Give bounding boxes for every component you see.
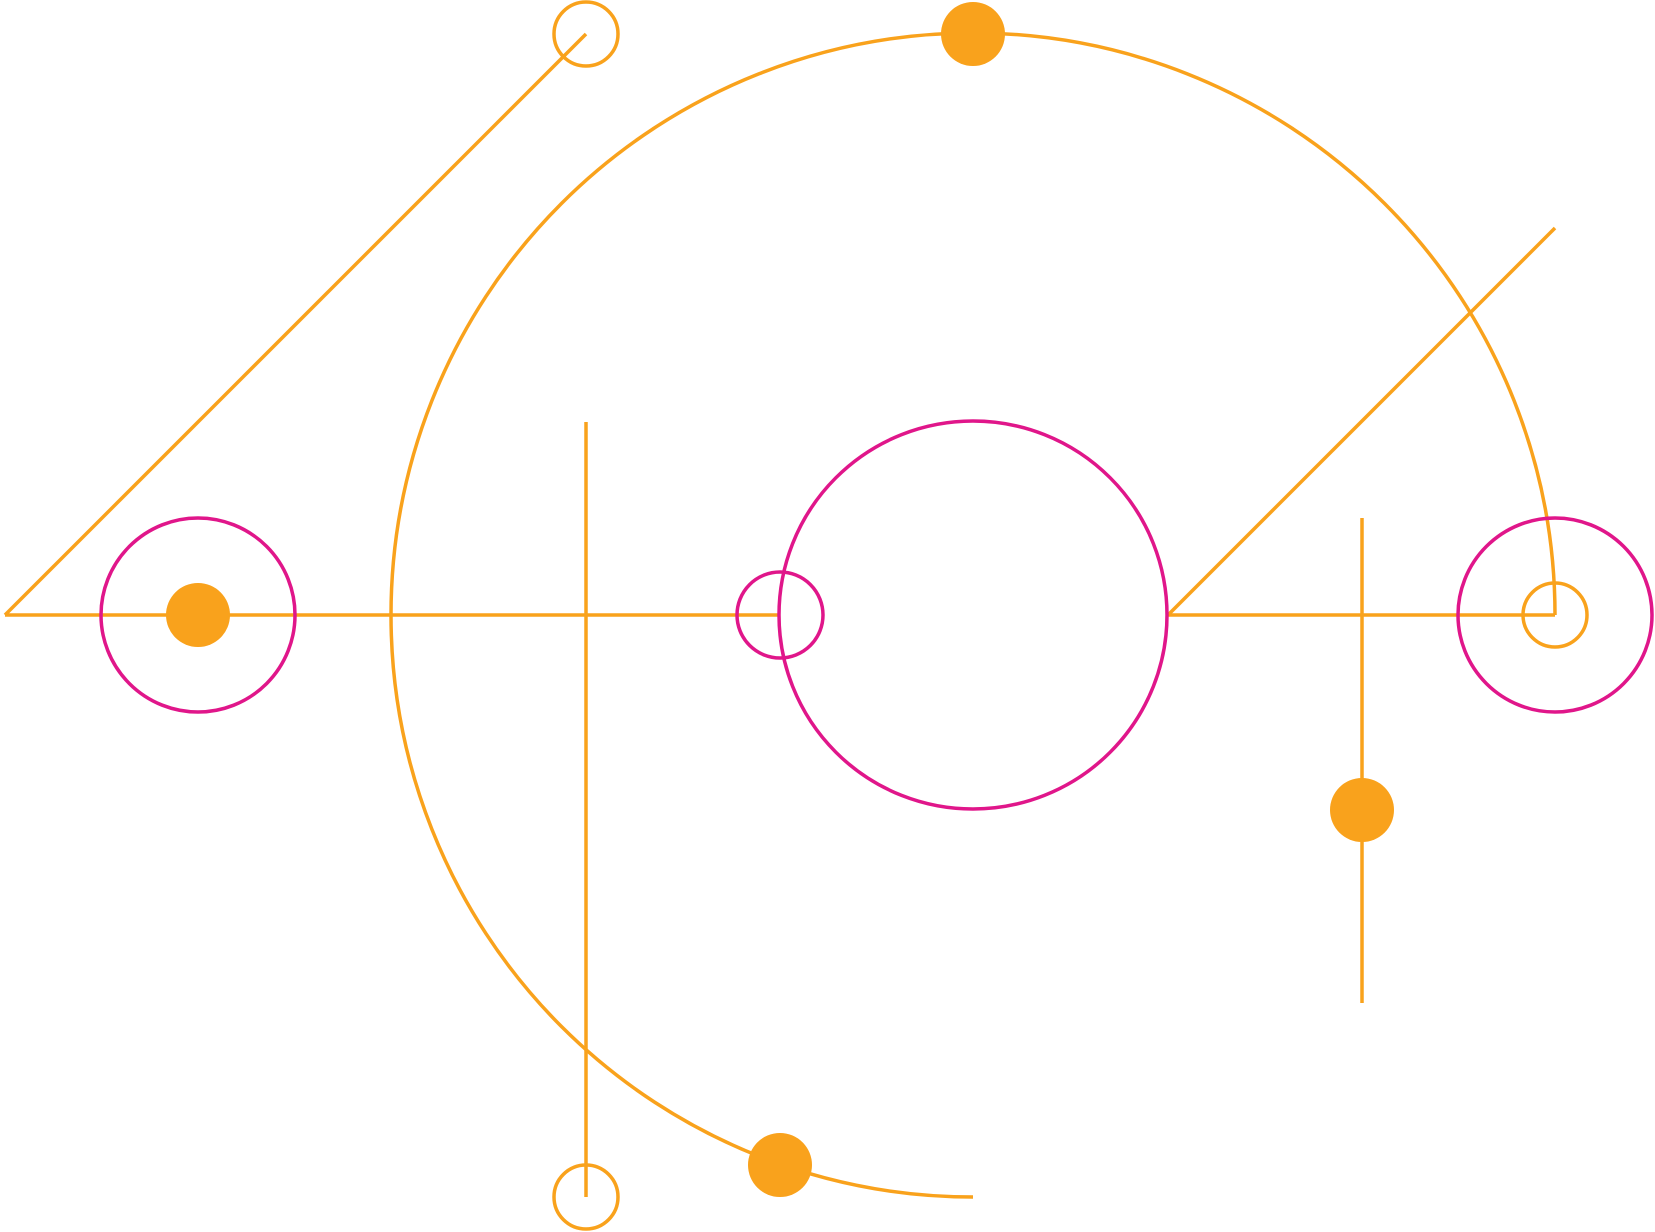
orange-dots [166,2,1394,1197]
node-top-left [552,0,620,68]
diagonal-line-left [3,32,588,617]
magenta-rings [99,419,1654,811]
dot-arc-bottom [748,1133,812,1197]
orange-hollow-nodes [552,0,1589,1231]
ring-left [99,516,297,714]
central-circle [777,419,1169,811]
ring-right [1456,516,1654,714]
node-bottom-left [552,1163,620,1231]
diagonal-line-right [1166,226,1557,617]
dot-arc-top [941,2,1005,66]
small-ring-center [735,570,825,660]
node-right [1521,581,1589,649]
dot-left [166,583,230,647]
orange-lines [3,31,1557,1199]
dot-right-line [1330,778,1394,842]
large-arc [389,31,1557,1199]
